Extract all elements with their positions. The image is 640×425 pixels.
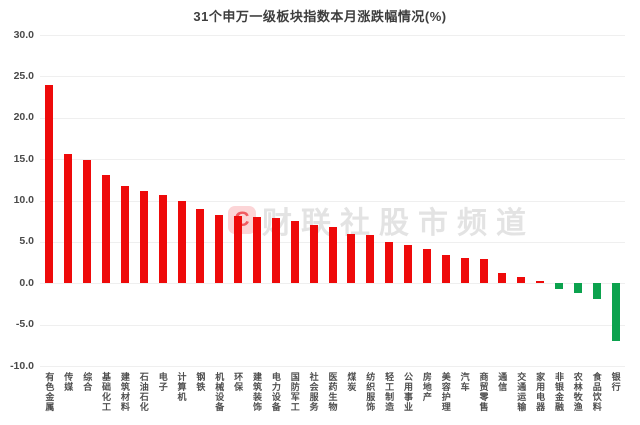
bar (45, 84, 54, 284)
y-tick-label: -5.0 (15, 318, 34, 331)
bar (536, 280, 545, 284)
x-tick-label: 建筑材料 (119, 372, 130, 412)
gridline (40, 159, 625, 161)
y-tick-label: 5.0 (19, 235, 34, 248)
bar (611, 283, 620, 342)
x-tick-label: 电力设备 (270, 372, 281, 412)
x-tick-label: 轻工制造 (384, 372, 395, 412)
bar (177, 200, 186, 284)
bar (196, 208, 205, 284)
gridline (40, 283, 625, 285)
chart-title: 31个申万一级板块指数本月涨跌幅情况(%) (193, 9, 447, 24)
x-tick-label: 传媒 (63, 372, 74, 392)
x-tick-label: 医药生物 (327, 372, 338, 412)
x-tick-label: 煤炭 (346, 372, 357, 392)
bar (555, 283, 563, 290)
x-tick-label: 商贸零售 (478, 372, 489, 412)
bar (498, 272, 507, 284)
plot-area (40, 35, 625, 367)
bar (592, 283, 601, 299)
x-tick-label: 通信 (497, 372, 508, 392)
bar (120, 186, 129, 284)
y-tick-label: 25.0 (13, 69, 34, 82)
gridline (40, 117, 625, 119)
bar (385, 241, 394, 284)
x-tick-label: 综合 (82, 372, 93, 392)
bar (347, 233, 356, 284)
bar (253, 217, 261, 284)
y-tick-label: 15.0 (13, 152, 34, 165)
bar (441, 255, 450, 284)
bar (271, 217, 280, 284)
x-tick-label: 纺织服饰 (365, 372, 376, 412)
y-tick-label: 10.0 (13, 194, 34, 206)
x-tick-label: 基础化工 (101, 372, 111, 412)
y-tick-label: 20.0 (13, 111, 34, 124)
y-tick-label: -10.0 (10, 359, 34, 372)
bar (328, 227, 337, 284)
x-tick-label: 农林牧渔 (572, 372, 583, 412)
gridline (40, 366, 625, 367)
x-tick-label: 社会服务 (308, 372, 319, 412)
x-tick-label: 计算机 (176, 372, 187, 402)
bar (479, 259, 488, 284)
bar (234, 216, 243, 284)
gridline (40, 76, 625, 78)
x-tick-label: 钢铁 (195, 372, 206, 392)
bar (64, 154, 73, 284)
bar (309, 225, 318, 284)
bar (215, 214, 224, 284)
x-tick-label: 环保 (233, 372, 244, 392)
bar (102, 174, 110, 284)
bar (404, 245, 412, 284)
x-tick-label: 汽车 (459, 372, 470, 392)
x-tick-label: 非银金融 (554, 372, 564, 412)
x-tick-label: 机械设备 (214, 372, 225, 412)
bar (366, 235, 375, 284)
x-tick-label: 国防军工 (289, 372, 300, 412)
bar (158, 194, 167, 284)
x-tick-label: 公用事业 (403, 372, 413, 412)
x-tick-label: 房地产 (421, 372, 432, 402)
bar (422, 248, 431, 284)
x-tick-label: 美容护理 (440, 372, 451, 412)
x-tick-label: 交通运输 (516, 372, 527, 412)
y-tick-label: 0.0 (19, 276, 34, 289)
x-tick-label: 石油石化 (138, 372, 149, 412)
bar (290, 221, 299, 284)
x-tick-label: 有色金属 (44, 372, 55, 412)
bar (139, 190, 148, 284)
bar (83, 160, 92, 284)
y-tick-label: 30.0 (13, 28, 34, 41)
gridline (40, 324, 625, 326)
x-tick-label: 家用电器 (535, 372, 546, 412)
x-tick-label: 建筑装饰 (252, 372, 262, 412)
x-tick-label: 食品饮料 (591, 372, 602, 412)
x-tick-label: 电子 (157, 372, 168, 392)
gridline (40, 35, 625, 36)
bar (460, 257, 469, 284)
gridline (40, 200, 625, 202)
bar (517, 276, 526, 284)
bar (573, 283, 582, 294)
x-tick-label: 银行 (610, 372, 621, 392)
